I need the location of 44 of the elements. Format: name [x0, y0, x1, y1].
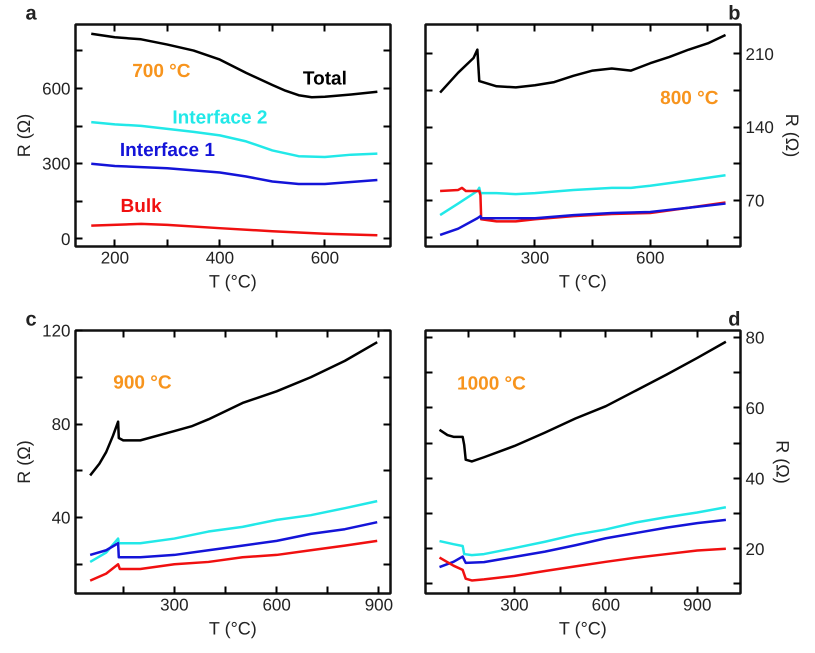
- y-tick-label: 0: [61, 230, 71, 249]
- y2-tick-label: 80: [746, 328, 764, 348]
- x-tick-label: 300: [160, 596, 189, 614]
- y-tick-label: 80: [52, 415, 71, 434]
- annotation: 1000 °C: [457, 373, 526, 394]
- series-label: Interface 2: [172, 107, 268, 128]
- chart-title: d: [728, 308, 740, 330]
- annotation: 700 °C: [132, 61, 191, 82]
- x-axis-title: T (°C): [208, 272, 257, 292]
- series-label: Interface 1: [120, 140, 216, 162]
- series-label: Bulk: [120, 196, 162, 217]
- chart-title: c: [26, 308, 37, 330]
- y2-tick-label: 40: [746, 469, 764, 488]
- x-tick-label: 300: [500, 596, 529, 614]
- y-axis-title: R (Ω): [14, 114, 34, 158]
- y2-axis-title: R (Ω): [782, 114, 802, 158]
- y-axis-title: R (Ω): [14, 440, 34, 484]
- y-tick-label: 120: [42, 322, 71, 340]
- y-tick-label: 40: [52, 508, 71, 528]
- y2-axis-title: R (Ω): [772, 440, 792, 484]
- x-tick-label: 900: [683, 596, 712, 614]
- x-tick-label: 900: [364, 596, 394, 614]
- chart-title: b: [728, 2, 740, 24]
- y2-tick-label: 20: [746, 540, 764, 559]
- y-tick-label: 600: [42, 79, 71, 98]
- x-axis-title: T (°C): [558, 618, 607, 638]
- x-axis-title: T (°C): [558, 272, 607, 292]
- x-tick-label: 200: [100, 248, 130, 268]
- x-tick-label: 400: [206, 248, 234, 268]
- annotation: 800 °C: [660, 88, 719, 110]
- x-axis-title: T (°C): [208, 618, 257, 638]
- x-tick-label: 600: [310, 248, 340, 268]
- legend-label: Total: [302, 68, 347, 90]
- y2-tick-label: 60: [746, 398, 764, 418]
- y2-tick-label: 140: [746, 118, 774, 138]
- y-tick-label: 300: [42, 154, 71, 174]
- x-tick-label: 600: [262, 596, 291, 614]
- x-tick-label: 600: [592, 596, 620, 614]
- annotation: 900 °C: [113, 372, 172, 394]
- x-tick-label: 300: [520, 248, 550, 268]
- chart-title: a: [26, 2, 38, 24]
- x-tick-label: 600: [636, 248, 664, 268]
- y2-tick-label: 70: [746, 191, 764, 210]
- y2-tick-label: 210: [746, 44, 774, 64]
